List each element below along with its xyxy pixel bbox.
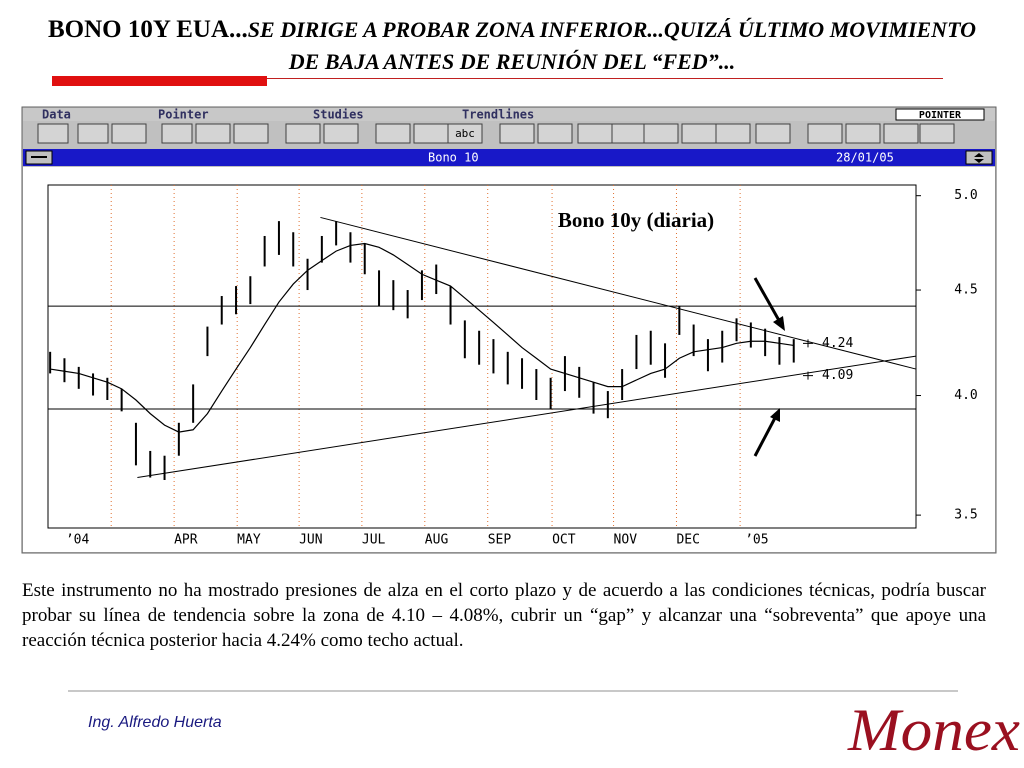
x-tick-label: JUN	[299, 533, 322, 548]
author: Ing. Alfredo Huerta	[88, 714, 222, 731]
window-date: 28/01/05	[836, 151, 894, 165]
toolbar-button[interactable]	[77, 123, 109, 144]
toolbar-button[interactable]	[883, 123, 919, 144]
menu-item[interactable]: Studies	[313, 108, 364, 122]
toolbar-button[interactable]	[447, 123, 483, 144]
toolbar-button[interactable]	[233, 123, 269, 144]
menu-item[interactable]: Data	[42, 108, 71, 122]
toolbar-button[interactable]	[715, 123, 751, 144]
x-tick-label: MAY	[237, 533, 261, 548]
toolbar-buttons	[37, 123, 955, 144]
toolbar-button[interactable]	[643, 123, 679, 144]
toolbar-button[interactable]	[807, 123, 843, 144]
toolbar-button[interactable]	[375, 123, 411, 144]
y-tick-label: 3.5	[954, 508, 977, 523]
y-tick-label: 5.0	[954, 188, 977, 203]
x-tick-label: DEC	[676, 533, 699, 548]
resize-button[interactable]	[965, 150, 993, 165]
arrow	[753, 277, 783, 325]
menu-item[interactable]: Trendlines	[462, 108, 534, 122]
toolbar-button[interactable]	[845, 123, 881, 144]
y-tick-label: 4.5	[954, 283, 977, 298]
toolbar-button[interactable]	[285, 123, 321, 144]
toolbar-button[interactable]	[681, 123, 717, 144]
title-rest: SE DIRIGE A PROBAR ZONA INFERIOR...QUIZÁ…	[247, 17, 976, 74]
x-tick-label: APR	[174, 533, 198, 548]
level-marker	[803, 371, 813, 380]
toolbar-button[interactable]	[111, 123, 147, 144]
body-paragraph: Este instrumento no ha mostrado presione…	[22, 580, 986, 651]
accent-bar	[52, 76, 267, 86]
separator	[68, 690, 958, 692]
toolbar-button[interactable]	[755, 123, 791, 144]
x-tick-label: NOV	[614, 533, 638, 548]
mode-label: POINTER	[919, 110, 962, 121]
toolbar-button[interactable]	[37, 123, 69, 144]
logo-text: Monex	[847, 697, 1020, 763]
level-marker	[803, 339, 813, 348]
toolbar-button[interactable]	[195, 123, 231, 144]
window-title: Bono 10	[428, 151, 479, 165]
chart-title: Bono 10y (diaria)	[558, 208, 714, 232]
arrow	[753, 415, 778, 457]
slide-title: BONO 10Y EUA...SE DIRIGE A PROBAR ZONA I…	[40, 14, 984, 78]
title-bar	[23, 149, 995, 166]
title-lead: BONO 10Y EUA...	[48, 16, 248, 43]
toolbar-button[interactable]	[577, 123, 613, 144]
x-tick-label: AUG	[425, 533, 449, 548]
arrow-head	[770, 408, 780, 422]
toolbar-button-label: abc	[455, 127, 475, 140]
toolbar-button[interactable]	[611, 123, 647, 144]
toolbar-button[interactable]	[919, 123, 955, 144]
chart-screenshot: Data Pointer Studies Trendlines POINTER …	[21, 106, 997, 554]
moving-average	[50, 242, 794, 433]
x-tick-label: ’04	[66, 533, 90, 548]
level-label: 4.24	[822, 336, 853, 351]
trendline	[137, 355, 917, 479]
trendline	[320, 216, 917, 370]
x-tick-label: ’05	[745, 533, 768, 548]
toolbar-button[interactable]	[161, 123, 193, 144]
toolbar-button[interactable]	[413, 123, 449, 144]
mode-box	[895, 108, 985, 121]
toolbar-button[interactable]	[499, 123, 535, 144]
title-underline	[267, 78, 943, 79]
toolbar-button[interactable]	[323, 123, 359, 144]
x-tick-label: JUL	[362, 533, 386, 548]
menu-item[interactable]: Pointer	[158, 108, 209, 122]
logo: Monex	[844, 692, 1024, 768]
level-label: 4.09	[822, 368, 853, 383]
x-tick-label: SEP	[488, 533, 512, 548]
menu-bar	[23, 108, 995, 121]
toolbar-button[interactable]	[537, 123, 573, 144]
arrow-head	[773, 316, 785, 331]
chart-area	[23, 167, 995, 552]
x-tick-label: OCT	[552, 533, 576, 548]
y-tick-label: 4.0	[954, 388, 977, 403]
